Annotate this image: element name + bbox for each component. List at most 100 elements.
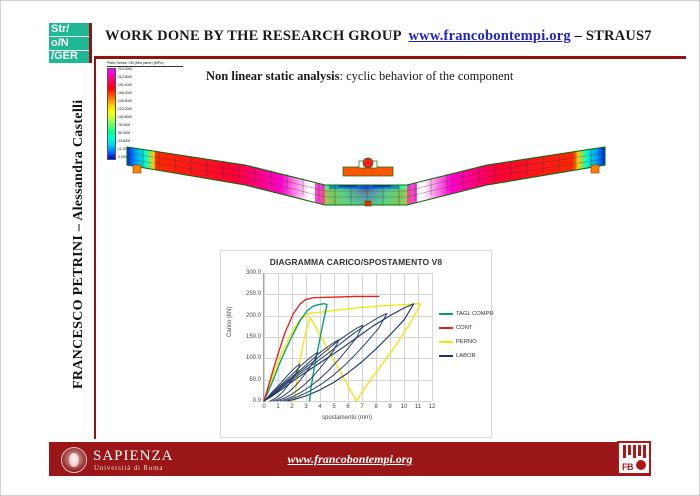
fea-color-legend: Plate Stress: VM (Mid plane) (MPa) 224.0…: [107, 61, 193, 169]
chart-y-tick: 0.0: [252, 398, 261, 404]
chart-y-tick: 250.0: [245, 291, 261, 298]
fea-legend-tick: 33.6000: [118, 138, 131, 143]
fbo-logo-text: FB: [622, 462, 634, 472]
chart-gridline-y: [264, 379, 432, 381]
fea-legend-tick: 0.0000: [118, 155, 129, 160]
chart-legend: TAGL COMPR CONT PERNO LABOR: [439, 311, 494, 367]
logo-row-3: / GER: [49, 49, 89, 63]
chart-legend-swatch: [439, 355, 453, 357]
chart-title: DIAGRAMMA CARICO/SPOSTAMENTO V8: [269, 257, 443, 267]
chart-gridline-y: [264, 294, 432, 296]
chart-y-tick: 150.0: [245, 334, 261, 340]
load-displacement-chart: DIAGRAMMA CARICO/SPOSTAMENTO V8 0.0 50.0 1…: [220, 250, 494, 438]
page-title-suffix: – STRAUS7: [574, 28, 652, 44]
chart-x-tick: 10: [400, 404, 408, 410]
slide-subtitle: Non linear static analysis: cyclic behav…: [206, 69, 513, 84]
chart-y-tick: 50.0: [249, 376, 261, 383]
chart-x-axis-label: spostamento (mm): [321, 415, 372, 421]
chart-legend-swatch: [439, 313, 453, 315]
fea-mesh-horizontal: [126, 152, 606, 198]
chart-legend-label: CONT: [456, 325, 473, 331]
chart-x-tick: 6: [346, 404, 350, 410]
fea-legend-tick: 224.0000: [118, 66, 133, 71]
chart-legend-item[interactable]: PERNO: [439, 339, 494, 345]
chart-legend-swatch: [439, 327, 453, 329]
chart-series-line: [263, 312, 388, 402]
fea-legend-body: 224.0000 212.8000 190.4000 168.0000 145.…: [107, 66, 193, 160]
chart-series-line: [263, 324, 364, 402]
logo-text-str: Str: [51, 23, 67, 36]
chart-y-tick: 300.0: [245, 270, 261, 276]
page-title-prefix: WORK DONE BY THE RESEARCH GROUP: [105, 28, 401, 44]
logo-slash-2: /: [57, 36, 61, 49]
chart-series-line: [263, 339, 340, 402]
chart-gridline-y: [264, 315, 432, 317]
footer-website-link[interactable]: www.francobontempi.org: [287, 452, 413, 466]
fea-legend-tick-list: 224.0000 212.8000 190.4000 168.0000 145.…: [118, 66, 133, 160]
fea-legend-tick: 78.4000: [118, 122, 131, 127]
fea-legend-tick: 56.0000: [118, 130, 131, 135]
chart-y-axis-label: Carico (kN): [227, 306, 233, 337]
left-divider: [94, 56, 96, 439]
fea-contour-body: [127, 147, 605, 205]
chart-gridline-y: [264, 358, 432, 360]
fea-legend-title: Plate Stress: VM (Mid plane) (MPa): [107, 61, 183, 67]
fea-legend-tick: 212.8000: [118, 74, 133, 79]
fea-legend-tick: 190.4000: [118, 82, 133, 87]
chart-series-line: [263, 363, 301, 402]
fea-colorbar: [107, 67, 116, 160]
chart-gridline-y: [264, 401, 432, 402]
logo-row-1: Str /: [49, 23, 89, 36]
header-website-link[interactable]: www.francobontempi.org: [408, 28, 571, 44]
chart-y-tick: 100.0: [245, 355, 261, 362]
chart-series-line: [263, 303, 415, 402]
page-title: WORK DONE BY THE RESEARCH GROUP www.fran…: [105, 28, 652, 45]
chart-legend-item[interactable]: CONT: [439, 325, 494, 331]
chart-legend-label: LABOR: [456, 353, 476, 359]
fea-load-block: [342, 157, 394, 207]
fea-contour-figure: Plate Stress: VM (Mid plane) (MPa) 224.0…: [107, 61, 607, 236]
chart-legend-label: TAGL COMPR: [456, 311, 494, 317]
chart-x-tick: 8: [374, 404, 378, 410]
footer-bar: SAPIENZA Università di Roma www.francobo…: [49, 442, 651, 476]
logo-text-o: o: [51, 36, 58, 49]
fea-legend-tick: 145.6000: [118, 98, 133, 103]
chart-x-tick: 9: [388, 404, 392, 410]
chart-legend-swatch: [439, 341, 453, 343]
chart-x-tick: 7: [360, 404, 364, 410]
logo-row-2: o / N: [49, 36, 89, 49]
author-sidebar-label: FRANCESCO PETRINI – Alessandra Castelli: [71, 99, 86, 389]
chart-series-layer: [263, 295, 422, 402]
fbo-logo: FB: [617, 441, 651, 475]
fea-legend-tick: 123.2000: [118, 106, 133, 111]
chart-x-tick: 1: [276, 404, 280, 410]
logo-red-edge: [89, 23, 92, 63]
chart-legend-item[interactable]: TAGL COMPR: [439, 311, 494, 317]
chart-legend-item[interactable]: LABOR: [439, 353, 494, 359]
fea-legend-tick: 11.2000: [118, 146, 131, 151]
chart-gridline-y: [264, 273, 432, 274]
fea-supports: [132, 164, 600, 174]
chart-gridline-x: [432, 273, 433, 401]
logo-slash-1: /: [66, 23, 70, 36]
logo-slash-3: /: [51, 50, 55, 63]
logo-text-n: N: [60, 36, 69, 49]
stronger-logo: Str / o / N / GER: [49, 23, 89, 63]
chart-series-line: [263, 351, 319, 402]
fea-deformed-beam: [126, 146, 606, 207]
sapienza-subtitle: Università di Roma: [94, 464, 164, 472]
slide-subtitle-rest: : cyclic behavior of the component: [339, 69, 514, 83]
chart-x-tick: 0: [262, 404, 266, 410]
chart-x-tick: 4: [318, 404, 322, 410]
sapienza-wordmark: SAPIENZA: [93, 448, 174, 464]
slide-subtitle-bold: Non linear static analysis: [206, 69, 340, 83]
header-divider: [94, 56, 686, 59]
chart-x-tick: 11: [414, 404, 422, 410]
logo-text-ger: GER: [54, 50, 78, 63]
fea-beam-outline: [126, 146, 606, 206]
chart-legend-label: PERNO: [456, 339, 477, 345]
fea-legend-tick: 168.0000: [118, 90, 133, 95]
chart-x-tick: 2: [290, 404, 294, 410]
